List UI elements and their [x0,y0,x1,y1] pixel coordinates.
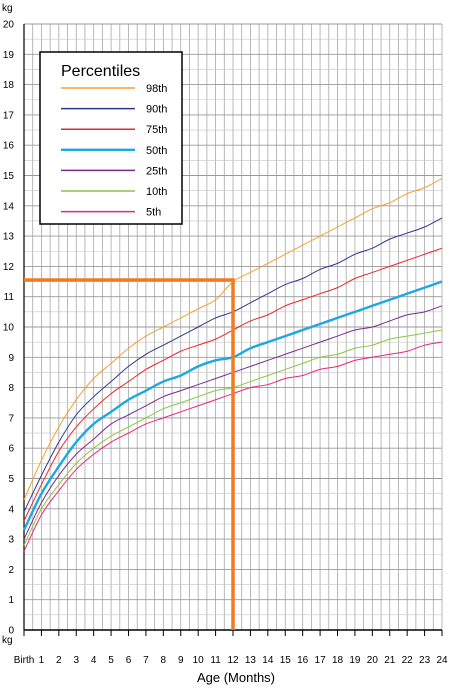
y-tick-label: 1 [8,595,14,606]
y-tick-label: 9 [8,353,14,364]
legend-label-50th: 50th [146,145,167,157]
x-tick-label: 6 [126,655,132,666]
y-tick-label: 16 [3,141,15,152]
y-tick-label: 15 [3,171,15,182]
y-tick-label: 5 [8,474,14,485]
legend: Percentiles 98th 90th 75th 50th 25th 10th 5th [39,51,183,225]
x-tick-label: 12 [227,655,239,666]
x-tick-label: 4 [91,655,97,666]
x-tick-label: 3 [73,655,79,666]
x-tick-label: 17 [315,655,327,666]
y-tick-label: 6 [8,444,14,455]
y-tick-label: 19 [3,50,15,61]
y-tick-label: 13 [3,232,15,243]
y-tick-label: 2 [8,565,14,576]
legend-label-90th: 90th [146,104,167,116]
legend-label-25th: 25th [146,165,167,177]
y-tick-label: 8 [8,383,14,394]
x-tick-label: 2 [56,655,62,666]
y-tick-label: 7 [8,413,14,424]
x-tick-label: 13 [245,655,257,666]
legend-box [39,51,183,225]
y-tick-label: 12 [3,262,15,273]
x-tick-label: 21 [384,655,396,666]
legend-label-10th: 10th [146,186,167,198]
x-tick-label: 9 [178,655,184,666]
y-tick-label: 17 [3,110,15,121]
x-tick-label: 14 [262,655,274,666]
y-tick-label: 0 [8,626,14,637]
x-tick-label: 7 [143,655,149,666]
y-tick-label: 14 [3,201,15,212]
x-tick-label: 19 [349,655,361,666]
legend-label-5th: 5th [146,207,161,219]
x-tick-label: 1 [39,655,45,666]
x-tick-label: 18 [332,655,344,666]
x-tick-label: 10 [193,655,205,666]
legend-label-98th: 98th [146,83,167,95]
y-tick-label: 10 [3,323,15,334]
x-tick-label: 11 [210,655,221,666]
y-tick-label: 18 [3,80,15,91]
y-tick-label: 11 [4,292,15,303]
y-unit-label-top: kg [2,3,13,14]
x-tick-label: 23 [419,655,431,666]
x-tick-label: 8 [161,655,167,666]
legend-title: Percentiles [61,63,140,80]
y-tick-label: 4 [8,504,14,515]
x-tick-label: 5 [108,655,114,666]
y-unit-label-bottom: kg [2,635,13,646]
reference-marker [24,278,235,630]
reference-marker-line [24,278,235,630]
x-tick-label: 15 [280,655,292,666]
x-tick-label: Birth [14,655,35,666]
x-tick-label: 20 [367,655,379,666]
x-tick-label: 22 [402,655,414,666]
y-tick-label: 20 [3,20,15,31]
x-axis-title: Age (Months) [197,670,275,685]
y-tick-label: 3 [8,535,14,546]
legend-label-75th: 75th [146,124,167,136]
x-tick-label: 24 [436,655,448,666]
x-tick-label: 16 [297,655,309,666]
